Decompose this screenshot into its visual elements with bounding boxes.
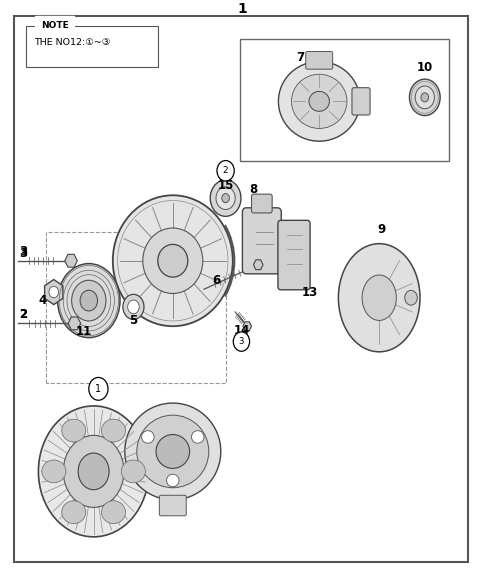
Text: 3: 3 [19,247,27,260]
Ellipse shape [143,228,203,293]
Ellipse shape [62,501,86,524]
Text: 1: 1 [238,2,247,15]
FancyBboxPatch shape [306,51,333,69]
FancyBboxPatch shape [242,208,281,274]
Text: 7: 7 [296,51,304,65]
Text: 4: 4 [38,294,47,307]
Ellipse shape [125,403,221,500]
Ellipse shape [421,93,429,102]
FancyBboxPatch shape [240,39,449,161]
Text: 9: 9 [377,223,386,236]
Ellipse shape [409,79,440,115]
Ellipse shape [49,287,59,297]
Ellipse shape [113,195,233,326]
Ellipse shape [210,180,241,216]
Text: 5: 5 [129,314,138,327]
Text: 8: 8 [249,183,258,196]
Ellipse shape [72,280,106,321]
Ellipse shape [156,435,190,468]
Ellipse shape [137,415,209,488]
FancyBboxPatch shape [26,26,158,67]
Text: 6: 6 [212,274,220,287]
Ellipse shape [415,86,434,108]
Text: 2: 2 [223,166,228,175]
Text: 1: 1 [96,384,101,394]
Text: 13: 13 [301,286,318,299]
Ellipse shape [142,431,154,443]
Text: 14: 14 [233,324,250,337]
Ellipse shape [101,501,125,524]
FancyBboxPatch shape [159,495,186,516]
FancyBboxPatch shape [352,88,370,115]
Polygon shape [45,280,63,304]
Ellipse shape [58,264,120,337]
FancyBboxPatch shape [252,194,272,213]
Text: 2: 2 [19,308,27,321]
Polygon shape [243,322,252,331]
Text: 2: 2 [19,308,27,321]
FancyBboxPatch shape [14,16,468,562]
Ellipse shape [121,460,145,482]
Ellipse shape [405,290,417,305]
Ellipse shape [38,406,149,537]
Text: 3: 3 [19,245,27,258]
Ellipse shape [192,431,204,443]
Ellipse shape [101,419,125,442]
Ellipse shape [222,194,229,203]
Text: 11: 11 [76,325,92,339]
FancyBboxPatch shape [278,220,310,289]
Ellipse shape [216,187,235,210]
Ellipse shape [362,275,396,320]
Circle shape [217,160,234,181]
Polygon shape [65,254,77,267]
Ellipse shape [123,294,144,319]
Circle shape [89,377,108,400]
Polygon shape [253,260,263,270]
Ellipse shape [128,300,139,313]
Ellipse shape [63,435,124,508]
Ellipse shape [62,419,86,442]
Ellipse shape [291,74,347,128]
Text: THE NO12:①~③: THE NO12:①~③ [35,38,111,47]
Ellipse shape [42,460,66,482]
Text: NOTE: NOTE [41,21,69,30]
Polygon shape [68,317,81,330]
Ellipse shape [158,244,188,277]
Circle shape [233,332,250,351]
Text: 3: 3 [239,337,244,346]
Ellipse shape [78,453,109,490]
Text: 10: 10 [417,61,433,74]
Ellipse shape [80,290,97,311]
Ellipse shape [309,91,329,111]
Ellipse shape [338,244,420,352]
Ellipse shape [278,62,360,141]
Text: 15: 15 [217,179,234,192]
Ellipse shape [167,475,179,486]
